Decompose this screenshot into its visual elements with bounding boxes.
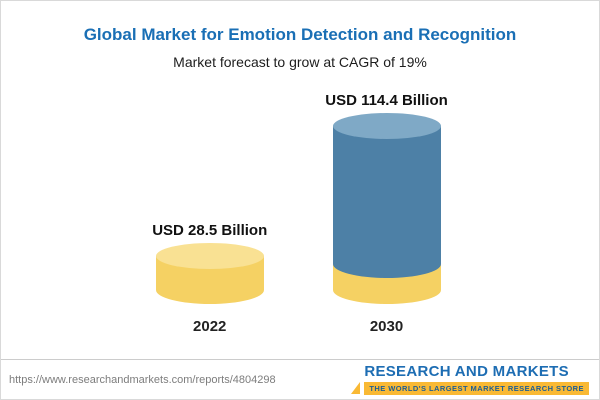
bar-2022 (155, 243, 264, 304)
logo-flag-icon (351, 382, 361, 395)
chart-subtitle: Market forecast to grow at CAGR of 19% (173, 54, 427, 70)
bar-chart: USD 28.5 Billion 2022 USD 114.4 Billion … (1, 92, 599, 335)
bar-group-2022: USD 28.5 Billion 2022 (152, 222, 267, 335)
bar-2022-top-face (155, 243, 264, 269)
bar-group-2030: USD 114.4 Billion 2030 (325, 92, 448, 335)
category-label-2030: 2030 (369, 318, 404, 335)
source-url: https://www.researchandmarkets.com/repor… (9, 373, 276, 386)
bar-2030-body (332, 126, 441, 278)
value-label-2030: USD 114.4 Billion (325, 92, 448, 109)
footer: https://www.researchandmarkets.com/repor… (1, 359, 599, 399)
value-label-2022: USD 28.5 Billion (152, 222, 268, 239)
logo-tagline: THE WORLD'S LARGEST MARKET RESEARCH STOR… (364, 382, 589, 396)
chart-title: Global Market for Emotion Detection and … (83, 25, 517, 44)
logo-text: RESEARCH AND MARKETS THE WORLD'S LARGEST… (364, 362, 589, 396)
logo-title: RESEARCH AND MARKETS (364, 362, 569, 380)
bar-2030 (332, 113, 441, 304)
bar-2030-top-face (332, 113, 441, 139)
research-and-markets-logo: RESEARCH AND MARKETS THE WORLD'S LARGEST… (351, 362, 589, 396)
category-label-2022: 2022 (193, 318, 227, 335)
